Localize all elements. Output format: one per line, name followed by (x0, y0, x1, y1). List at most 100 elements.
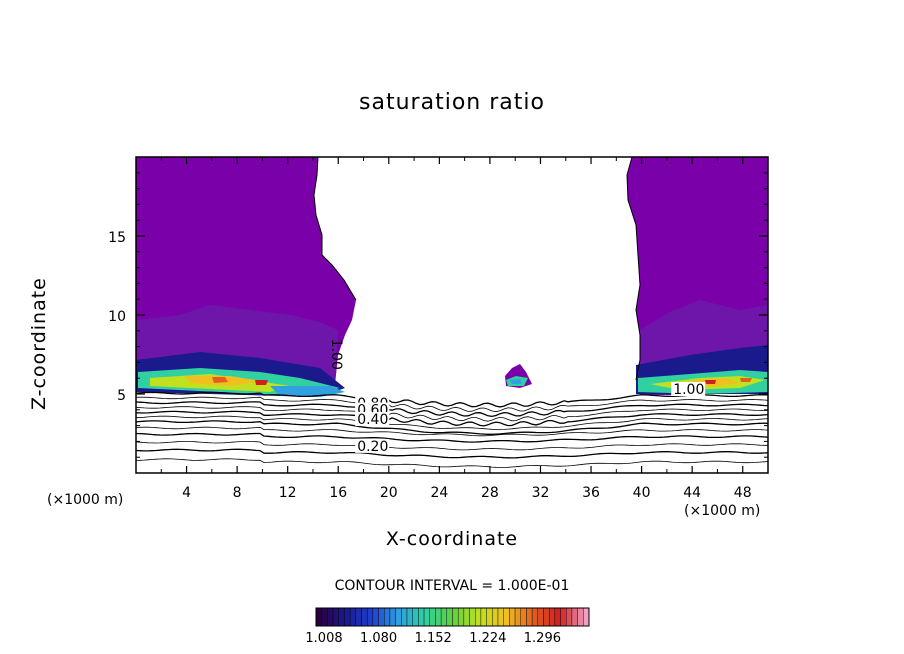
contour-line (136, 432, 768, 443)
colorbar-swatch (554, 607, 561, 627)
colorbar-swatch (452, 607, 459, 627)
x-tick-label: 20 (380, 485, 398, 501)
colorbar-swatch (361, 607, 368, 627)
x-tick-label: 16 (329, 485, 347, 501)
colorbar-tick-label: 1.152 (415, 631, 452, 646)
contour-line-1.00-right (626, 157, 641, 381)
colorbar-tick-label: 1.224 (469, 631, 506, 646)
colorbar-swatch (423, 607, 430, 627)
contour-line (136, 441, 768, 451)
x-tick-label: 12 (279, 485, 297, 501)
colorbar-swatch (429, 607, 436, 627)
colorbar-swatch (355, 607, 362, 627)
colorbar-swatch (315, 607, 322, 627)
colorbar-swatch (560, 607, 567, 627)
colorbar-swatch (497, 607, 504, 627)
colorbar-swatch (412, 607, 419, 627)
colorbar-swatch (571, 607, 578, 627)
contour-label-bg (355, 438, 390, 453)
x-tick-label: 4 (182, 485, 191, 501)
contour-line (136, 410, 768, 427)
colorbar-swatch (543, 607, 550, 627)
colorbar-swatch (514, 607, 521, 627)
colorbar-swatch (395, 607, 402, 627)
colorbar-swatch (384, 607, 391, 627)
colorbar-swatch (446, 607, 453, 627)
contour-label: 1.00 (673, 382, 704, 398)
contour-label: 0.40 (357, 412, 388, 428)
contour-label: 0.20 (357, 439, 388, 455)
x-tick-label: 32 (532, 485, 550, 501)
x-tick-label: 48 (734, 485, 752, 501)
contour-line (136, 420, 768, 435)
y-tick-label: 5 (117, 388, 126, 404)
x-tick-label: 8 (233, 485, 242, 501)
y-tick-label: 15 (108, 230, 126, 246)
mid-cloud (505, 364, 532, 388)
colorbar-swatch (492, 607, 499, 627)
colorbar-swatch (349, 607, 357, 627)
colorbar-swatch (327, 607, 334, 627)
contour-lines (136, 391, 768, 468)
x-tick-label: 28 (481, 485, 499, 501)
colorbar-swatch (372, 607, 379, 627)
contour-line (136, 406, 768, 422)
colorbar-swatch (526, 607, 533, 627)
colorbar-swatch (531, 607, 539, 627)
colorbar-swatch (401, 607, 408, 627)
colorbar-swatch (469, 607, 476, 627)
contour-label-bg (355, 412, 390, 427)
colorbar-swatch (577, 607, 584, 627)
contour-line (136, 426, 768, 437)
contour-line (136, 458, 768, 468)
colorbar-swatch (480, 607, 487, 627)
contour-line (136, 401, 768, 418)
colorbar-swatch (503, 607, 510, 627)
colorbar-swatch (338, 607, 345, 627)
cloud-base-band-left (136, 352, 345, 397)
colorbar-swatch (440, 607, 448, 627)
colorbar-swatch (463, 607, 470, 627)
contour-line (136, 415, 768, 430)
colorbar-swatch (418, 607, 425, 627)
colorbar-swatch (475, 607, 482, 627)
colorbar-swatch (537, 607, 544, 627)
contour-line (136, 448, 768, 459)
colorbar-swatch (389, 607, 396, 627)
colorbar-swatch (344, 607, 351, 627)
colorbar-tick-label: 1.296 (524, 631, 561, 646)
colorbar-swatch (366, 607, 374, 627)
colorbar-swatch (332, 607, 339, 627)
x-tick-label: 36 (582, 485, 600, 501)
contour-line (136, 396, 768, 413)
x-axis-label: X-coordinate (385, 528, 519, 550)
colorbar (315, 607, 590, 627)
axis-ticks (136, 157, 768, 473)
contour-line (136, 391, 768, 408)
colorbar-swatch (457, 607, 465, 627)
x-tick-label: 44 (683, 485, 701, 501)
x-unit-label-right: (×1000 m) (684, 503, 761, 519)
colorbar-tick-label: 1.008 (305, 631, 342, 646)
colorbar-swatch (378, 607, 385, 627)
x-unit-label-left: (×1000 m) (47, 492, 124, 508)
x-tick-label: 24 (430, 485, 448, 501)
colorbar-swatch (566, 607, 573, 627)
contour-interval-label: CONTOUR INTERVAL = 1.000E-01 (334, 578, 570, 594)
colorbar-tick-label: 1.080 (360, 631, 397, 646)
x-tick-label: 40 (633, 485, 651, 501)
y-tick-label: 10 (108, 309, 126, 325)
contour-label-bg (671, 382, 706, 396)
colorbar-swatch (583, 607, 590, 627)
colorbar-swatch (406, 607, 413, 627)
colorbar-swatch (548, 607, 556, 627)
colorbar-swatch (321, 607, 328, 627)
colorbar-swatch (509, 607, 516, 627)
colorbar-swatch (486, 607, 493, 627)
contour-line-1.00-left (313, 157, 357, 301)
colorbar-frame (315, 607, 590, 627)
chart-title: saturation ratio (359, 90, 545, 115)
colorbar-swatch (435, 607, 442, 627)
contour-label: 1.00 (328, 339, 344, 370)
